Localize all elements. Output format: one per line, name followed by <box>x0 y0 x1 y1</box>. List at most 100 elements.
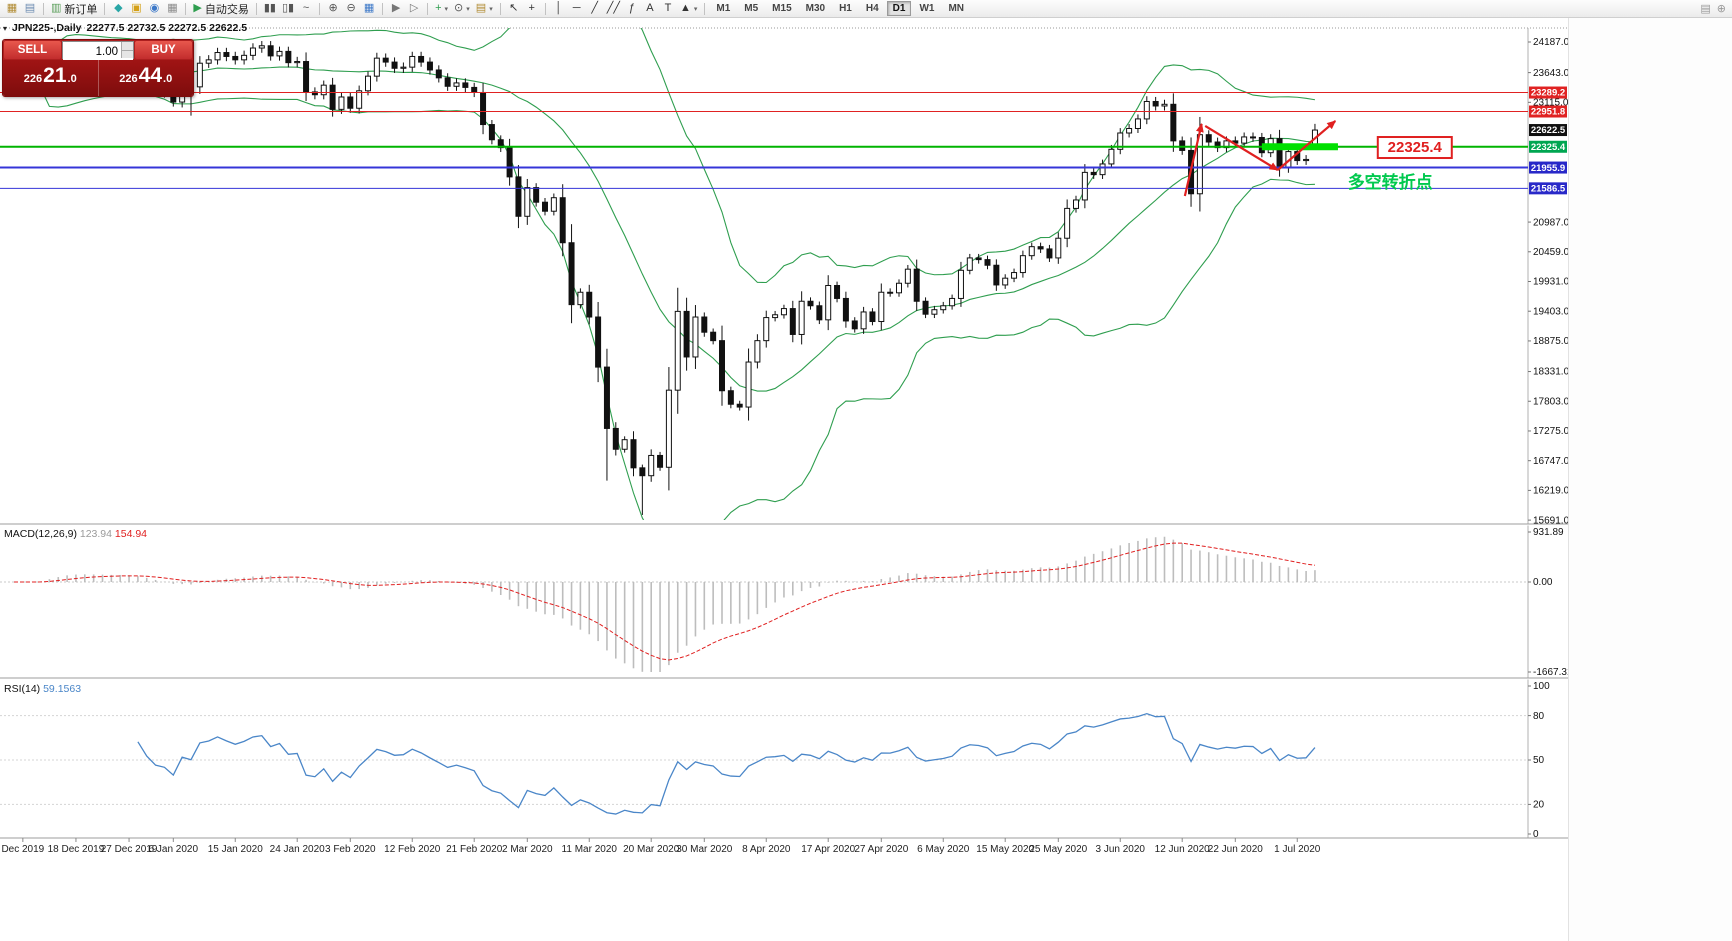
timeframe-d1-button[interactable]: D1 <box>886 1 912 16</box>
timeframe-m30-button[interactable]: M30 <box>805 3 826 14</box>
market-watch-button[interactable]: ◆ <box>109 1 127 17</box>
periods-button[interactable]: ⊙ ▾ <box>451 1 473 17</box>
quick-search-icon[interactable]: ⊕ <box>1716 2 1726 15</box>
bar-chart-mode-icon: ▮▮ <box>263 2 276 14</box>
date-label: 25 May 2020 <box>1029 844 1087 855</box>
price-badge-value: 22951.8 <box>1531 107 1565 118</box>
timeframe-m5-button[interactable]: M5 <box>744 3 759 14</box>
cursor-button[interactable]: ↖ <box>505 1 523 17</box>
zoom-out-icon: ⊖ <box>346 2 356 14</box>
candle-chart-mode-button[interactable]: ▯▮ <box>279 1 297 17</box>
auto-scroll-button[interactable]: ▶ <box>387 1 405 17</box>
navigator-button[interactable]: ◉ <box>145 1 163 17</box>
price-callout-box[interactable] <box>1376 136 1453 160</box>
bar-chart-mode-button[interactable]: ▮▮ <box>261 1 279 17</box>
trend-arrow-1[interactable] <box>1183 123 1204 197</box>
new-chart-button[interactable]: ▦ <box>3 1 21 17</box>
zoom-in-button[interactable]: ⊕ <box>324 1 342 17</box>
date-label: 20 Mar 2020 <box>623 844 680 855</box>
trend-arrow-3[interactable] <box>1277 120 1337 171</box>
date-label: 12 Feb 2020 <box>384 844 441 855</box>
price-digits: 226 <box>119 73 138 85</box>
indicators-list-caret-icon[interactable]: ▾ <box>444 5 449 13</box>
toolbar-separator <box>43 2 44 15</box>
text-label-button[interactable]: T <box>659 1 677 17</box>
text-button[interactable]: A <box>641 1 659 17</box>
crosshair-button[interactable]: + <box>523 1 541 17</box>
toolbar-separator <box>704 2 706 15</box>
templates-icon: ▤ <box>475 2 487 14</box>
timeframe-mn-button[interactable]: MN <box>948 3 965 14</box>
chart-shift-button[interactable]: ▷ <box>405 1 423 17</box>
new-order-icon: ▥ <box>51 2 62 14</box>
market-watch-icon: ◆ <box>114 2 123 14</box>
indicators-list-button[interactable]: + ▾ <box>432 1 451 17</box>
price-axis-label: 18331.0 <box>1533 367 1568 378</box>
rsi-panel[interactable]: RSI(14) 59.1563 100 80 50 20 0 <box>0 681 1550 840</box>
date-label: 15 May 2020 <box>976 844 1034 855</box>
buy-button[interactable]: BUY <box>135 41 192 59</box>
price-badge-value: 22325.4 <box>1531 142 1566 153</box>
macd-panel[interactable]: MACD(12,26,9) 123.94 154.94 931.89 0.00 -16… <box>0 527 1568 678</box>
turning-point-label[interactable]: 多空转折点 <box>1348 172 1433 192</box>
sell-button[interactable]: SELL <box>4 41 61 59</box>
volume-input[interactable] <box>63 44 133 60</box>
zoom-out-button[interactable]: ⊖ <box>342 1 360 17</box>
trend-arrow-2[interactable] <box>1204 125 1279 171</box>
tile-windows-button[interactable]: ▦ <box>360 1 378 17</box>
auto-trading-label: 自动交易 <box>204 3 249 16</box>
templates-caret-icon[interactable]: ▾ <box>489 5 493 13</box>
volume-decrease-button[interactable] <box>121 50 133 58</box>
toolbar-right-icons: ▤ ⊕ <box>1694 1 1726 17</box>
terminal-icon: ▦ <box>167 2 178 14</box>
rsi-axis-label: 0 <box>1533 829 1539 840</box>
trendline-button[interactable]: ╱ <box>586 1 604 17</box>
panel-toggle-icon[interactable]: ▤ <box>1700 2 1711 15</box>
templates-button[interactable]: ▤ ▾ <box>473 1 496 17</box>
date-label: 27 Dec 2019 <box>101 844 158 855</box>
date-label: 22 Jun 2020 <box>1208 844 1263 855</box>
chart-shift-icon: ▷ <box>409 2 419 14</box>
buy-price[interactable]: 226 44.0 <box>97 60 194 96</box>
timeframe-h1-button[interactable]: H1 <box>839 3 852 14</box>
bollinger-lower-band <box>22 86 1315 520</box>
shapes-button[interactable]: ▲ ▾ <box>677 1 700 17</box>
timeframe-m15-button[interactable]: M15 <box>772 3 792 14</box>
sell-price[interactable]: 226 21.0 <box>3 60 98 96</box>
periods-caret-icon[interactable]: ▾ <box>466 5 470 13</box>
vertical-line-button[interactable]: │ <box>550 1 568 17</box>
toolbar-separator <box>544 2 546 15</box>
chart-profiles-button[interactable]: ▤ <box>21 1 39 17</box>
horizontal-lines-layer: 23289.2 22951.8 22622.5 22325.4 21955.9 21586… <box>0 86 1567 195</box>
date-label: 8 Apr 2020 <box>742 844 791 855</box>
equidistant-channel-button[interactable]: ╱╱ <box>604 1 623 17</box>
price-badge-value: 21586.5 <box>1531 184 1566 195</box>
timeframe-w1-button[interactable]: W1 <box>919 3 935 14</box>
price-axis-label: 17803.0 <box>1533 396 1568 407</box>
horizontal-line-button[interactable]: ─ <box>568 1 586 17</box>
shapes-caret-icon[interactable]: ▾ <box>693 5 698 13</box>
line-chart-mode-button[interactable]: ~ <box>297 1 315 17</box>
one-click-collapse-icon[interactable]: ▾ <box>3 23 8 33</box>
timeframe-h4-button[interactable]: H4 <box>865 3 879 14</box>
main-price-panel[interactable] <box>11 18 1318 551</box>
terminal-button[interactable]: ▦ <box>163 1 181 17</box>
shapes-icon: ▲ <box>679 2 691 14</box>
fibonacci-button[interactable]: ƒ <box>623 1 641 17</box>
chart-canvas[interactable]: 23289.2 22951.8 22622.5 22325.4 21955.9 21586… <box>0 18 1568 860</box>
volume-increase-button[interactable] <box>121 42 133 51</box>
price-axis[interactable]: 24187.0 23643.0 23115.0 20987.0 20459.0 19931… <box>1528 37 1568 526</box>
auto-trading-button[interactable]: ▶ 自动交易 <box>190 1 251 17</box>
one-click-prices-row: 226 21.0 226 44.0 <box>3 60 193 96</box>
new-order-button[interactable]: ▥ 新订单 <box>48 1 100 17</box>
data-window-button[interactable]: ▣ <box>127 1 145 17</box>
auto-scroll-icon: ▶ <box>391 2 401 14</box>
price-axis-label: 18875.0 <box>1533 336 1568 347</box>
toolbar-separator <box>499 2 501 15</box>
price-badge-value: 22622.5 <box>1531 125 1566 136</box>
price-badge <box>1529 182 1567 195</box>
timeframe-m1-button[interactable]: M1 <box>716 3 731 14</box>
date-label: 17 Apr 2020 <box>801 844 855 855</box>
price-callout-text: 22325.4 <box>1388 139 1443 156</box>
